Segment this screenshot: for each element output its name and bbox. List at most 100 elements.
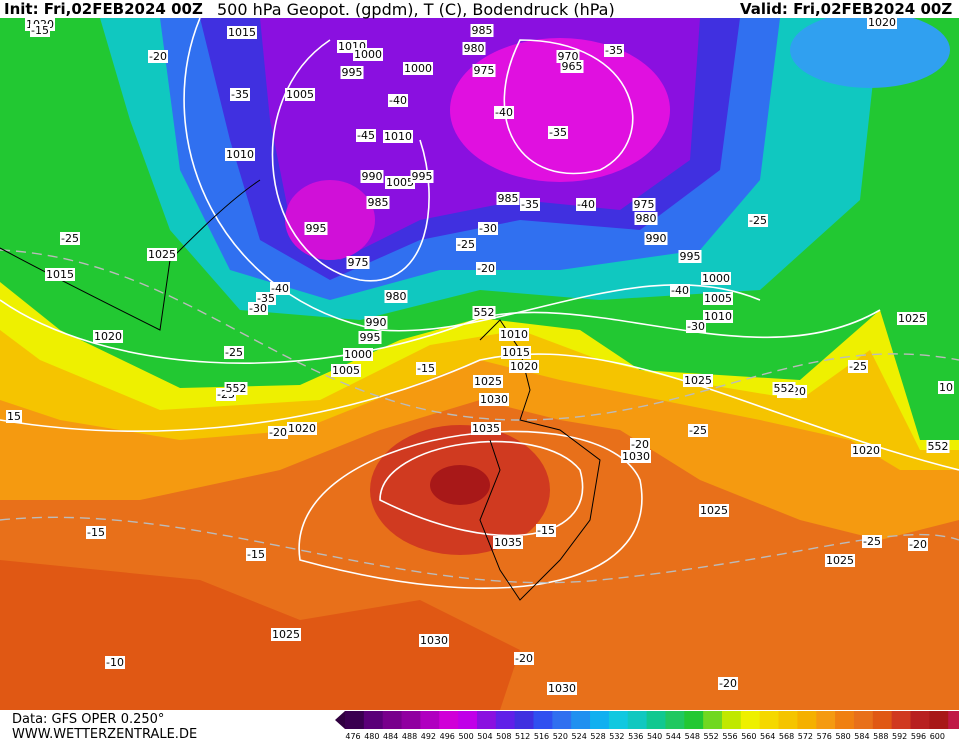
isotherm-label: -15	[247, 548, 265, 561]
colorbar-label: 592	[892, 732, 907, 741]
colorbar-label: 556	[722, 732, 737, 741]
colorbar-cell	[401, 711, 421, 729]
site: WWW.WETTERZENTRALE.DE	[12, 727, 197, 741]
isotherm-label: -15	[417, 362, 435, 375]
colorbar-label: 512	[515, 732, 530, 741]
isotherm-label: -20	[269, 426, 287, 439]
colorbar-cell	[816, 711, 836, 729]
colorbar-cell	[345, 711, 365, 729]
isotherm-label: -20	[477, 262, 495, 275]
isobar-label: 1005	[386, 176, 414, 189]
header-bar	[0, 0, 959, 18]
isobar-label-box	[701, 272, 731, 285]
isotherm-label-box	[520, 198, 540, 211]
isobar-label: 1020	[510, 360, 538, 373]
isobar-label: 995	[306, 222, 327, 235]
isobar-label: 990	[646, 232, 667, 245]
isotherm-label-box	[848, 360, 868, 373]
colorbar-label: 540	[647, 732, 662, 741]
colorbar-label: 600	[930, 732, 945, 741]
isobar-label-box	[560, 60, 584, 73]
colorbar-cell	[872, 711, 893, 729]
isobar-label: 1005	[704, 292, 732, 305]
isobar-label: 1000	[354, 48, 382, 61]
geopotential-label-box	[926, 440, 950, 453]
colorbar-label: 504	[477, 732, 492, 741]
isotherm-label: -40	[495, 106, 513, 119]
isotherm-label: -10	[106, 656, 124, 669]
label-layer: 1020101510101000995100098598097597096510…	[6, 18, 954, 695]
colorbar-label: 492	[421, 732, 436, 741]
isotherm-label-box	[514, 652, 534, 665]
isobar-label-box	[678, 250, 702, 263]
isotherm-label: -40	[671, 284, 689, 297]
isobar-label: 1030	[420, 634, 448, 647]
isobar-label-box	[703, 310, 733, 323]
isobar-label: 985	[368, 196, 389, 209]
isotherm-label: -20	[515, 652, 533, 665]
isotherm-label: -30	[687, 320, 705, 333]
isobar-label: 1025	[272, 628, 300, 641]
isobar-label-box	[683, 374, 713, 387]
isotherm-label: -15	[537, 524, 555, 537]
colorbar-label: 532	[609, 732, 624, 741]
isotherm-label: -30	[249, 302, 267, 315]
colorbar-cell	[476, 711, 497, 729]
isobar-label: 1025	[898, 312, 926, 325]
isobar-label: 975	[634, 198, 655, 211]
isobar-label: 975	[474, 64, 495, 77]
isotherm-label-box	[862, 535, 882, 548]
isotherm-label: -15	[31, 24, 49, 37]
isotherm-label-box	[268, 426, 288, 439]
isobar-label-box	[632, 198, 656, 211]
colorbar-cell	[590, 711, 610, 729]
colorbar: 476 480 484 488 492 496 500 504 508 512 516 520 524 5…	[335, 711, 959, 741]
colorbar-label: 552	[704, 732, 719, 741]
colorbar-cell	[759, 711, 780, 729]
isobar-label-box	[93, 330, 123, 343]
isotherm-label: -35	[521, 198, 539, 211]
geopotential-label-box	[224, 382, 248, 395]
colorbar-cell	[835, 711, 855, 729]
colorbar-label: 528	[590, 732, 605, 741]
isobar-label: 1030	[622, 450, 650, 463]
isotherm-label: -25	[61, 232, 79, 245]
isotherm-label: -25	[749, 214, 767, 227]
isobar-label: 990	[366, 316, 387, 329]
colorbar-label: 500	[458, 732, 473, 741]
colorbar-label: 516	[534, 732, 549, 741]
isobar-label-box	[385, 176, 415, 189]
isotherm-label-box	[494, 106, 514, 119]
colorbar-label: 484	[383, 732, 398, 741]
isotherm-label-box	[938, 381, 954, 394]
colorbar-cell	[703, 711, 723, 729]
isotherm-label-box	[60, 232, 80, 245]
isotherm-label-box	[356, 129, 376, 142]
isotherm-label-box	[246, 548, 266, 561]
isobar-label-box	[353, 48, 383, 61]
isobar	[183, 18, 761, 332]
isobar-label: 1010	[500, 328, 528, 341]
isobar-label: 1010	[226, 148, 254, 161]
isobar-label-box	[360, 170, 384, 183]
colorbar-cell	[495, 711, 516, 729]
isobar-label: 1015	[228, 26, 256, 39]
isobar-label-box	[897, 312, 927, 325]
isobar-label-box	[343, 348, 373, 361]
isotherm-label-box	[248, 302, 268, 315]
dark-red	[430, 465, 490, 505]
isobar	[379, 440, 584, 537]
data-source: Data: GFS OPER 0.250°	[12, 712, 164, 727]
isobar-label: 1010	[384, 130, 412, 143]
isobar-label: 970	[558, 50, 579, 63]
isotherm-label-box	[224, 346, 244, 359]
isotherm-label-box	[604, 44, 624, 57]
blue-cell	[790, 18, 950, 88]
isotherm-label-box	[270, 282, 290, 295]
isobar-label-box	[501, 346, 531, 359]
isobar-label-box	[364, 316, 388, 329]
isobar-label: 1000	[404, 62, 432, 75]
isobar-label-box	[509, 360, 539, 373]
